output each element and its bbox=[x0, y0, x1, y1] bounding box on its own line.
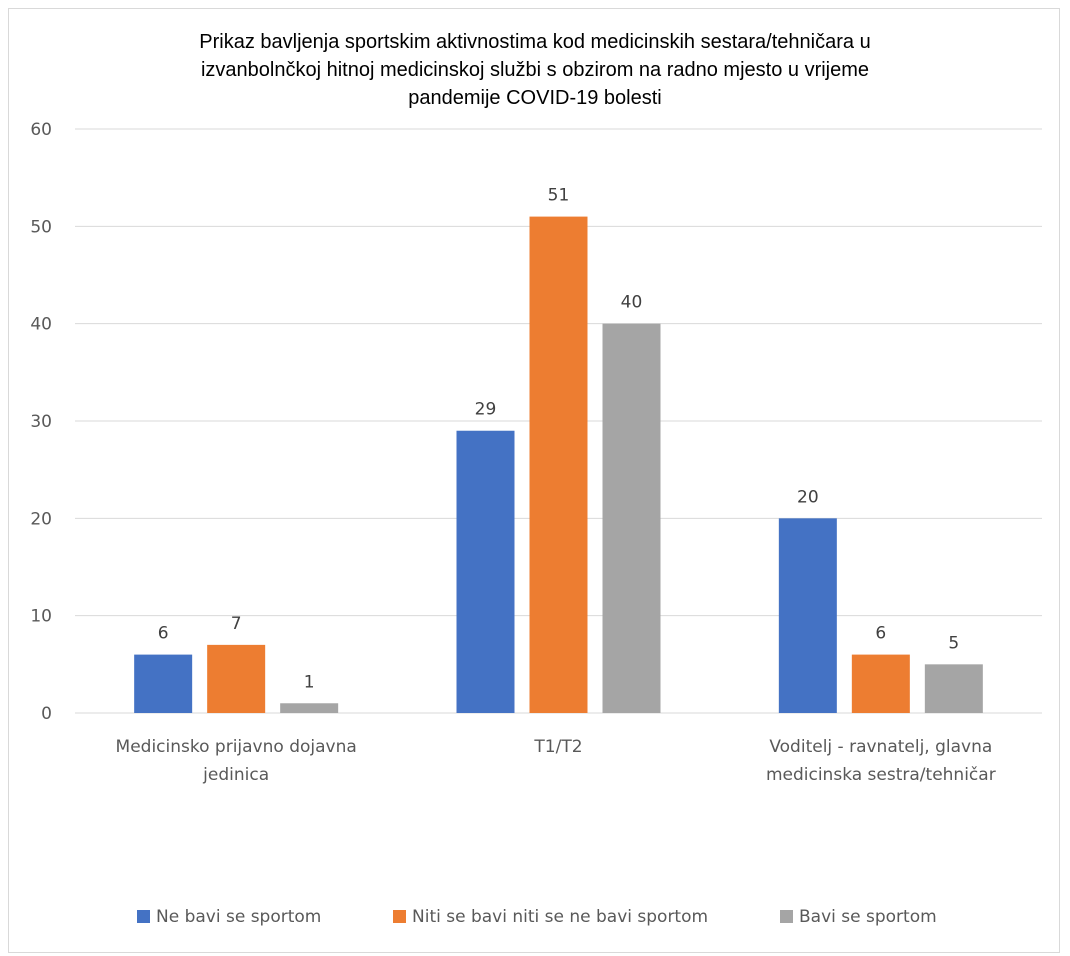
chart-title-line: pandemije COVID-19 bolesti bbox=[408, 87, 661, 109]
category-label: medicinska sestra/tehničar bbox=[766, 765, 996, 785]
y-tick-label: 20 bbox=[30, 509, 52, 529]
legend-label: Bavi se sportom bbox=[799, 907, 937, 927]
data-label: 6 bbox=[158, 624, 169, 644]
chart-title: Prikaz bavljenja sportskim aktivnostima … bbox=[199, 31, 870, 109]
bar bbox=[602, 323, 661, 713]
bar bbox=[207, 644, 266, 713]
bar bbox=[529, 216, 588, 713]
legend-label: Niti se bavi niti se ne bavi sportom bbox=[412, 907, 708, 927]
legend-swatch bbox=[137, 910, 150, 923]
chart-title-line: Prikaz bavljenja sportskim aktivnostima … bbox=[199, 31, 870, 53]
category-label: Medicinsko prijavno dojavna bbox=[116, 737, 357, 757]
y-tick-label: 30 bbox=[30, 412, 52, 432]
data-label: 7 bbox=[231, 614, 242, 634]
data-label: 1 bbox=[304, 672, 315, 692]
data-label: 29 bbox=[475, 400, 497, 420]
bar bbox=[134, 654, 193, 713]
bar bbox=[456, 430, 515, 713]
legend-label: Ne bavi se sportom bbox=[156, 907, 321, 927]
x-axis-categories: Medicinsko prijavno dojavna jedinica T1/T2… bbox=[116, 737, 996, 785]
legend: Ne bavi se sportom Niti se bavi niti se n… bbox=[137, 907, 937, 927]
data-label: 20 bbox=[797, 487, 819, 507]
data-labels: 6 7 1 29 51 40 20 6 5 bbox=[158, 186, 959, 693]
y-tick-label: 50 bbox=[30, 217, 52, 237]
y-tick-label: 0 bbox=[41, 704, 52, 724]
category-label: Voditelj - ravnatelj, glavna bbox=[769, 737, 992, 757]
y-tick-label: 40 bbox=[30, 315, 52, 335]
data-label: 40 bbox=[621, 293, 643, 313]
bar bbox=[280, 703, 339, 713]
y-tick-label: 10 bbox=[30, 607, 52, 627]
bar bbox=[778, 518, 837, 713]
data-label: 5 bbox=[948, 633, 959, 653]
data-label: 51 bbox=[548, 186, 570, 206]
legend-swatch bbox=[393, 910, 406, 923]
data-label: 6 bbox=[875, 624, 886, 644]
y-tick-label: 60 bbox=[30, 120, 52, 140]
category-label: jedinica bbox=[202, 765, 269, 785]
bar bbox=[851, 654, 910, 713]
category-label: T1/T2 bbox=[533, 737, 582, 757]
y-axis-ticks: 0 10 20 30 40 50 60 bbox=[30, 120, 52, 724]
legend-swatch bbox=[780, 910, 793, 923]
chart-title-line: izvanbolnčkoj hitnoj medicinskoj službi … bbox=[201, 59, 869, 81]
bar bbox=[924, 664, 983, 713]
bars bbox=[134, 216, 983, 713]
